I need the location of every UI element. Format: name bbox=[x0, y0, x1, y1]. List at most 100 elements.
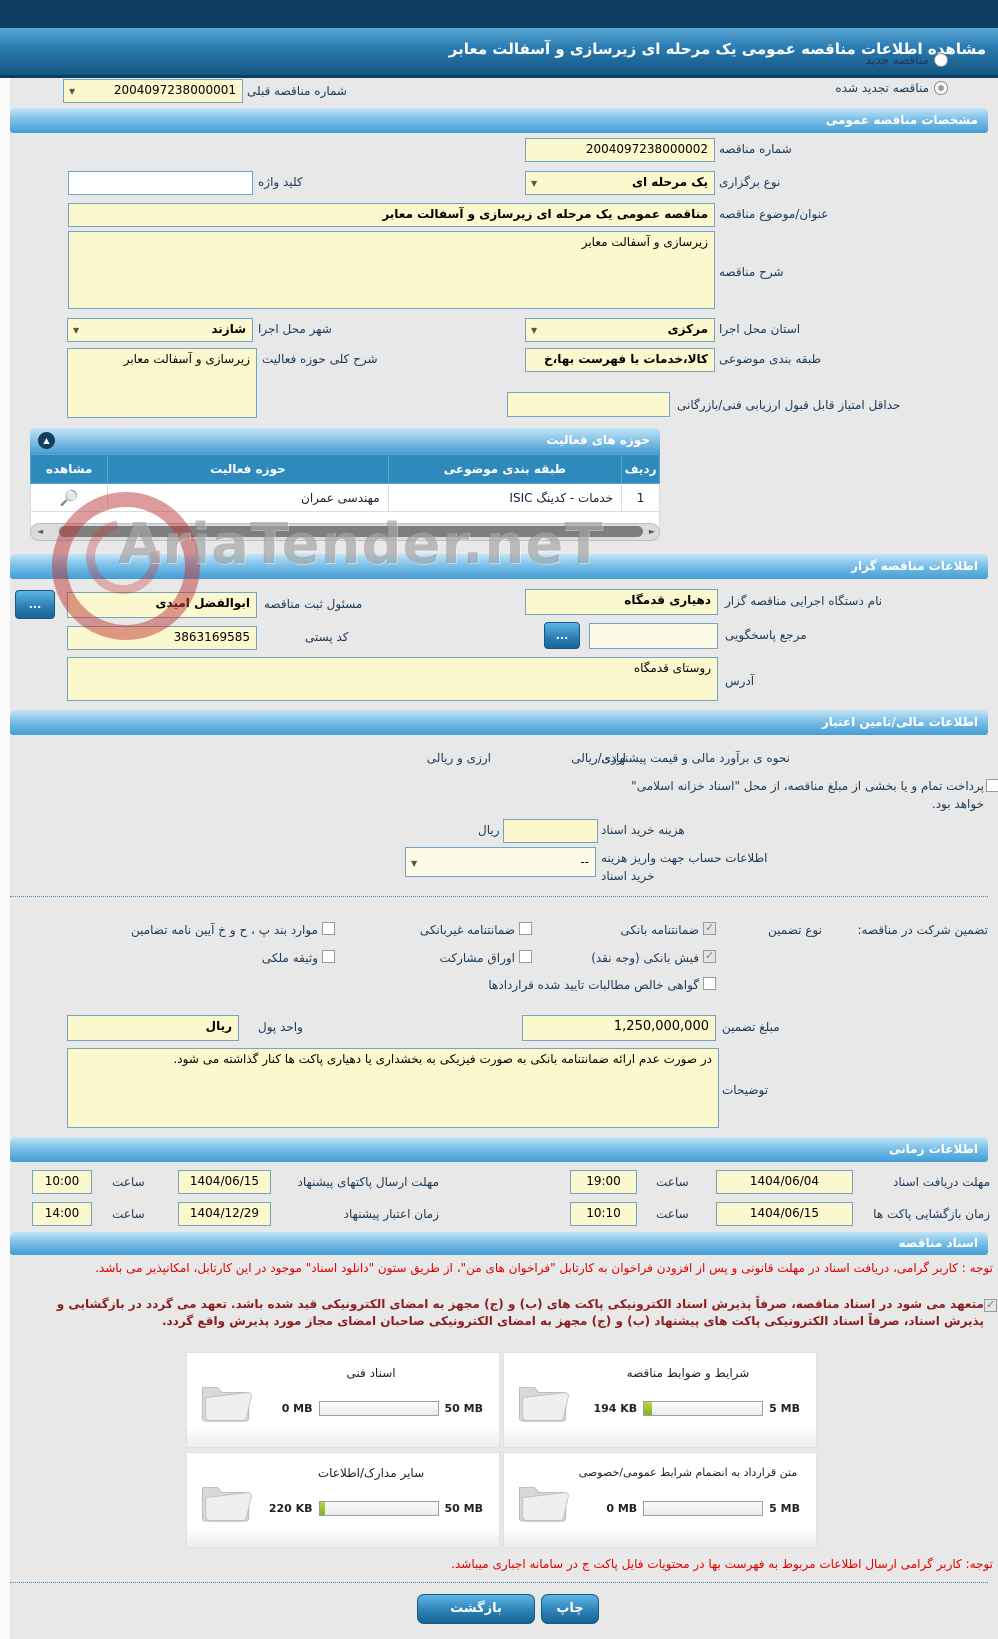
file-current-size: 0 MB bbox=[606, 1501, 638, 1515]
new-tender-radio[interactable] bbox=[934, 53, 948, 67]
treasury-note-line1: پرداخت تمام و یا بخشی از مبلغ مناقصه، از… bbox=[631, 779, 984, 793]
participation-bonds-label: اوراق مشارکت bbox=[439, 951, 515, 965]
desc-textarea[interactable]: زیرسازی و آسفالت معابر bbox=[68, 231, 715, 309]
treasury-note: پرداخت تمام و یا بخشی از مبلغ مناقصه، از… bbox=[264, 777, 984, 813]
folder-icon[interactable] bbox=[199, 1379, 253, 1427]
scrollbar-thumb[interactable] bbox=[59, 526, 643, 537]
property-collateral-checkbox[interactable] bbox=[322, 950, 335, 963]
left-gutter bbox=[0, 78, 10, 1639]
doc-fee-input[interactable] bbox=[503, 819, 598, 843]
cell-row-no: 1 bbox=[621, 483, 660, 512]
doc-receipt-date[interactable]: 1404/06/04 bbox=[716, 1170, 853, 1194]
cell-view: 🔎 bbox=[29, 483, 109, 512]
collapse-icon[interactable]: ▲ bbox=[38, 432, 55, 449]
price-list-notice: توجه: کاربر گرامی ارسال اطلاعات مربوط به… bbox=[451, 1557, 993, 1571]
divider-dotted bbox=[10, 896, 988, 897]
folder-icon[interactable] bbox=[199, 1479, 253, 1527]
keyword-input[interactable] bbox=[68, 171, 253, 195]
registrar-label: مسئول ثبت مناقصه bbox=[264, 597, 363, 611]
packet-opening-time[interactable]: 10:10 bbox=[570, 1202, 637, 1226]
packet-send-date[interactable]: 1404/06/15 bbox=[178, 1170, 271, 1194]
dropdown-arrow-icon: ▼ bbox=[69, 87, 76, 96]
bank-guarantee-checkbox[interactable] bbox=[703, 921, 716, 935]
account-label-line1: اطلاعات حساب جهت واریز هزینه bbox=[601, 851, 768, 865]
treasury-checkbox[interactable] bbox=[986, 779, 998, 792]
previous-tender-select[interactable]: ▼ 2004097238000001 bbox=[63, 79, 243, 103]
file-progress: 0 MB 50 MB bbox=[253, 1399, 483, 1417]
proposal-validity-time[interactable]: 14:00 bbox=[32, 1202, 92, 1226]
section-documents: اسناد مناقصه bbox=[10, 1232, 988, 1255]
classification-label: طبقه بندی موضوعی bbox=[719, 352, 822, 366]
folder-icon[interactable] bbox=[516, 1379, 570, 1427]
file-progress: 220 KB 50 MB bbox=[253, 1499, 483, 1517]
participation-bonds-checkbox[interactable] bbox=[519, 950, 532, 963]
address-label: آدرس bbox=[725, 674, 755, 688]
province-value: مرکزی bbox=[667, 322, 708, 336]
agency-field[interactable]: دهیاری قدمگاه bbox=[525, 589, 718, 615]
view-magnifier-icon[interactable]: 🔎 bbox=[59, 488, 79, 507]
doc-receipt-deadline-label: مهلت دریافت اسناد bbox=[892, 1175, 990, 1189]
bank-slip-label: فیش بانکی (وجه نقد) bbox=[591, 951, 699, 965]
packet-send-time[interactable]: 10:00 bbox=[32, 1170, 92, 1194]
rial-currency-label: ارزی/ریالی bbox=[571, 751, 626, 765]
guarantee-amount-label: مبلغ تضمین bbox=[722, 1020, 780, 1034]
postal-label: کد پستی bbox=[305, 630, 349, 644]
file-max-size: 5 MB bbox=[769, 1401, 800, 1415]
address-textarea[interactable]: روستای قدمگاه bbox=[67, 657, 718, 701]
tender-no-label: شماره مناقصه bbox=[719, 142, 792, 156]
proposal-validity-label: زمان اعتبار پیشنهاد bbox=[343, 1207, 439, 1221]
holding-type-select[interactable]: ▼ یک مرحله ای bbox=[525, 171, 715, 195]
responder-field[interactable] bbox=[589, 623, 718, 649]
responder-more-button[interactable]: ... bbox=[544, 622, 580, 649]
tender-no-field[interactable]: 2004097238000002 bbox=[525, 138, 715, 162]
folder-icon[interactable] bbox=[516, 1479, 570, 1527]
province-label: استان محل اجرا bbox=[719, 322, 801, 336]
section-general: مشخصات مناقصه عمومی bbox=[10, 108, 988, 133]
file-panel-label: متن قرارداد به انضمام شرایط عمومی/خصوصی bbox=[578, 1466, 798, 1479]
commitment-checkbox[interactable] bbox=[984, 1298, 997, 1312]
min-score-input[interactable] bbox=[507, 392, 670, 417]
file-progress-bar bbox=[318, 1500, 439, 1516]
dropdown-arrow-icon: ▼ bbox=[411, 859, 418, 868]
table-horizontal-scrollbar[interactable]: ◄ ► bbox=[30, 523, 660, 541]
activity-desc-textarea[interactable]: زیرسازی و آسفالت معابر bbox=[67, 348, 257, 418]
account-select[interactable]: ▼ -- bbox=[405, 847, 596, 877]
previous-tender-label: شماره مناقصه قبلی bbox=[247, 84, 347, 98]
subject-field[interactable]: مناقصه عمومی یک مرحله ای زیرسازی و آسفال… bbox=[68, 203, 715, 227]
back-button[interactable]: بازگشت bbox=[417, 1594, 535, 1624]
postal-field[interactable]: 3863169585 bbox=[67, 626, 257, 650]
doc-receipt-time[interactable]: 19:00 bbox=[570, 1170, 637, 1194]
classification-field[interactable]: کالا،خدمات با فهرست بها،خ bbox=[525, 348, 715, 372]
new-tender-label: مناقصه جدید bbox=[865, 53, 929, 67]
print-button[interactable]: چاپ bbox=[541, 1594, 599, 1624]
proposal-validity-date[interactable]: 1404/12/29 bbox=[178, 1202, 271, 1226]
packet-opening-date[interactable]: 1404/06/15 bbox=[716, 1202, 853, 1226]
registrar-more-button[interactable]: ... bbox=[15, 590, 55, 619]
treasury-note-line2: خواهد بود. bbox=[931, 797, 984, 811]
guarantee-label: تضمین شرکت در مناقصه: bbox=[857, 923, 988, 937]
renewed-tender-label: مناقصه تجدید شده bbox=[835, 81, 929, 95]
table-header-row: ردیف طبقه بندی موضوعی حوزه فعالیت مشاهده bbox=[29, 454, 660, 484]
download-notice: توجه : کاربر گرامی، دریافت اسناد در مهلت… bbox=[95, 1261, 993, 1275]
city-select[interactable]: ▼ شازند bbox=[67, 318, 253, 342]
activity-desc-label: شرح کلی حوزه فعالیت bbox=[262, 352, 378, 366]
table-row: 1 خدمات - کدینگ ISIC مهندسی عمران 🔎 bbox=[29, 483, 660, 512]
activity-areas-title: حوزه های فعالیت bbox=[546, 433, 650, 447]
scroll-left-icon[interactable]: ◄ bbox=[37, 527, 44, 536]
registrar-field[interactable]: ابوالفضل امیدی bbox=[67, 592, 257, 618]
scroll-right-icon[interactable]: ► bbox=[648, 527, 655, 536]
currency-field[interactable]: ریال bbox=[67, 1015, 239, 1041]
city-value: شازند bbox=[211, 322, 246, 336]
bylaw-items-checkbox[interactable] bbox=[322, 922, 335, 935]
notes-textarea[interactable]: در صورت عدم ارائه ضمانتنامه بانکی به صور… bbox=[67, 1048, 719, 1128]
dropdown-arrow-icon: ▼ bbox=[531, 179, 538, 188]
net-claims-checkbox[interactable] bbox=[703, 977, 716, 990]
hour-label: ساعت bbox=[656, 1207, 689, 1221]
renewed-tender-radio[interactable] bbox=[934, 81, 948, 95]
bank-slip-checkbox[interactable] bbox=[703, 949, 716, 963]
account-value: -- bbox=[580, 855, 589, 869]
nonbank-guarantee-checkbox[interactable] bbox=[519, 922, 532, 935]
province-select[interactable]: ▼ مرکزی bbox=[525, 318, 715, 342]
currency-label: واحد پول bbox=[258, 1020, 303, 1034]
guarantee-amount-field[interactable]: 1,250,000,000 bbox=[522, 1015, 716, 1041]
